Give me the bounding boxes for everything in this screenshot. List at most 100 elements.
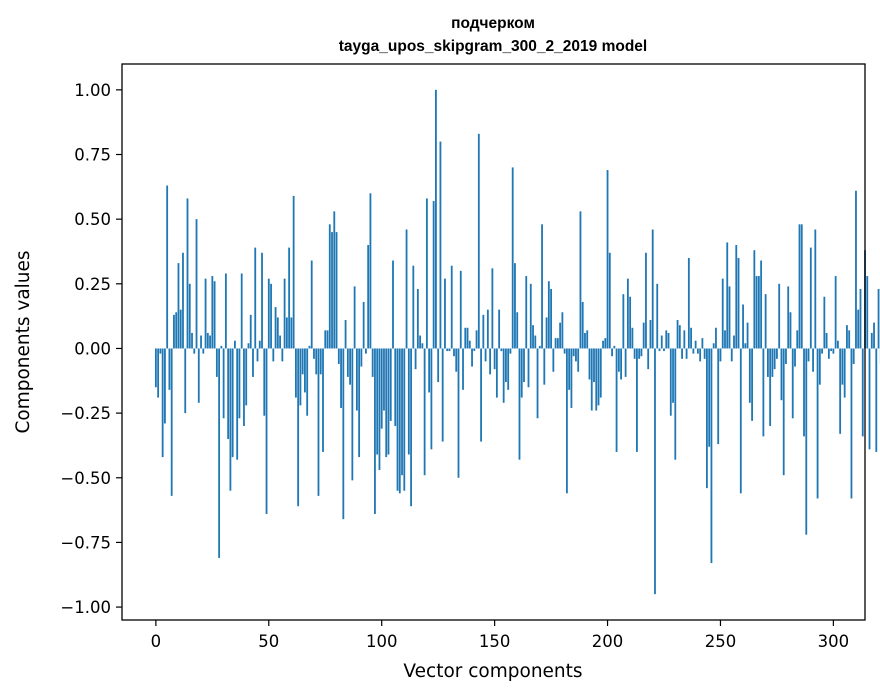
bar [699,348,702,362]
bar [421,343,424,349]
y-tick-label: −0.75 [60,533,111,552]
bar [193,348,196,354]
bar [626,278,629,349]
bar [432,201,435,349]
bar [403,348,406,491]
bar [288,247,291,349]
bar [173,314,175,349]
bar [690,327,693,349]
bar [161,348,164,458]
bar [367,245,370,349]
bar [613,345,616,349]
bar [448,348,451,352]
bar [554,338,557,349]
bar [401,348,403,476]
bar [715,327,717,349]
x-tick-label: 50 [258,632,279,651]
bar [331,232,333,349]
bar [337,348,340,364]
bar [428,348,431,393]
bar [721,278,724,349]
bar [676,320,679,349]
bar [444,278,446,349]
bar [599,348,602,398]
bar [638,348,641,359]
bar [236,348,239,460]
bar [848,330,851,349]
bar [843,348,846,398]
bar [789,312,792,349]
bar [419,335,422,349]
bar [839,348,842,434]
bar [823,296,826,349]
bar [769,348,772,427]
bar [191,332,193,349]
bar [787,286,790,349]
bar [197,348,200,403]
bar [773,348,776,370]
bar [559,322,562,349]
bar [520,348,523,398]
bar [215,348,218,377]
bar [324,330,327,349]
bar [466,327,469,349]
bar [252,348,254,377]
bar [552,348,555,372]
bar [489,348,492,375]
bar [511,167,514,349]
bar [866,276,869,349]
bar [602,340,604,349]
bar [243,348,245,427]
bar [678,325,681,349]
bar [647,348,650,370]
bar [435,89,437,349]
bar [818,348,821,385]
bar [563,348,566,354]
bar [861,348,864,437]
bar [527,348,530,388]
bar [624,348,627,377]
bar [717,348,720,445]
bar [656,283,659,349]
bar [344,320,347,349]
bar [272,348,275,362]
bar [276,317,279,349]
bar [222,348,225,419]
bar [195,219,198,349]
bar [586,330,589,349]
bar [744,343,747,349]
bar [493,348,496,370]
bar [694,340,697,349]
bar [663,348,665,352]
y-tick-label: −1.00 [60,598,111,617]
bar [310,260,313,349]
bar [672,348,674,403]
bar [633,348,636,359]
bar [342,348,345,520]
bar [267,278,270,349]
y-axis-label: Components values [13,250,34,433]
bar [471,348,473,367]
bar [358,348,361,458]
bar [369,193,372,349]
bar [669,348,672,416]
bar [726,242,729,349]
bar [385,348,388,458]
bar [776,348,778,359]
bar [441,348,444,442]
bar [814,229,817,349]
bar [550,288,552,349]
bar [398,348,401,494]
bar [211,276,214,349]
x-tick-label: 100 [366,632,398,651]
bar [706,348,708,489]
bar [507,348,510,390]
bar [462,348,464,390]
chart-subtitle: tayga_upos_skipgram_300_2_2019 model [339,38,647,55]
bar [353,286,356,349]
bar [482,314,485,349]
bar [285,317,288,349]
bar [748,348,751,403]
bar [495,348,498,398]
